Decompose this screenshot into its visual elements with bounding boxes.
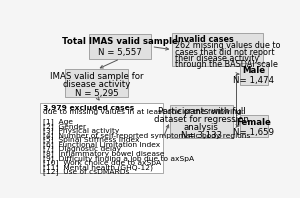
- Text: Female: Female: [236, 118, 271, 127]
- Text: [5]  Spinal Stiffness Index: [5] Spinal Stiffness Index: [43, 137, 139, 143]
- FancyBboxPatch shape: [240, 63, 268, 85]
- Text: 262 missing values due to: 262 missing values due to: [175, 41, 280, 50]
- Text: [9]  Difficulty finding a job due to axSpA: [9] Difficulty finding a job due to axSp…: [43, 155, 194, 162]
- FancyBboxPatch shape: [172, 33, 263, 67]
- FancyBboxPatch shape: [240, 115, 268, 137]
- Text: Invalid cases: Invalid cases: [175, 35, 234, 44]
- Text: [4]  Number of self-reported symptomatic body regions: [4] Number of self-reported symptomatic …: [43, 132, 250, 139]
- Text: cases that did not report: cases that did not report: [175, 48, 274, 57]
- Text: Total IMAS valid sample: Total IMAS valid sample: [62, 37, 178, 46]
- Text: N = 5,295: N = 5,295: [75, 89, 119, 98]
- Text: [12]  Use of csDMARDs: [12] Use of csDMARDs: [43, 168, 129, 175]
- Text: disease activity: disease activity: [63, 80, 130, 89]
- Text: 3,979 excluded cases: 3,979 excluded cases: [43, 105, 134, 111]
- FancyBboxPatch shape: [40, 103, 163, 173]
- Text: analysis: analysis: [184, 123, 219, 132]
- Text: N= 1,474: N= 1,474: [233, 76, 274, 85]
- Text: [7]  Diagnostic delay: [7] Diagnostic delay: [43, 146, 121, 152]
- Text: due to missing values in at least one of the following:: due to missing values in at least one of…: [43, 109, 244, 115]
- Text: IMAS valid sample for: IMAS valid sample for: [50, 72, 143, 81]
- FancyBboxPatch shape: [65, 69, 128, 97]
- Text: [1]  Age: [1] Age: [43, 119, 73, 125]
- Text: N= 1,659: N= 1,659: [233, 128, 274, 136]
- Text: [11]  Mental health (GHQ-12): [11] Mental health (GHQ-12): [43, 164, 153, 171]
- Text: [6]  Functional Limitation Index: [6] Functional Limitation Index: [43, 141, 160, 148]
- Text: N = 5,557: N = 5,557: [98, 49, 142, 57]
- Text: Male: Male: [242, 66, 265, 75]
- FancyBboxPatch shape: [89, 34, 152, 59]
- Text: [2]  Gender: [2] Gender: [43, 123, 86, 130]
- Text: dataset for regression: dataset for regression: [154, 115, 249, 124]
- Text: through the BASDAI scale: through the BASDAI scale: [175, 60, 278, 69]
- Text: N= 3,133: N= 3,133: [181, 130, 222, 140]
- Text: Participants with full: Participants with full: [158, 107, 245, 116]
- Text: their disease activity: their disease activity: [175, 54, 259, 63]
- Text: [3]  Physical activity: [3] Physical activity: [43, 128, 119, 134]
- Text: [10]  Work choice due to axSpA: [10] Work choice due to axSpA: [43, 159, 161, 166]
- FancyBboxPatch shape: [170, 105, 233, 138]
- Text: [8]  Inflammatory bowel disease: [8] Inflammatory bowel disease: [43, 150, 164, 157]
